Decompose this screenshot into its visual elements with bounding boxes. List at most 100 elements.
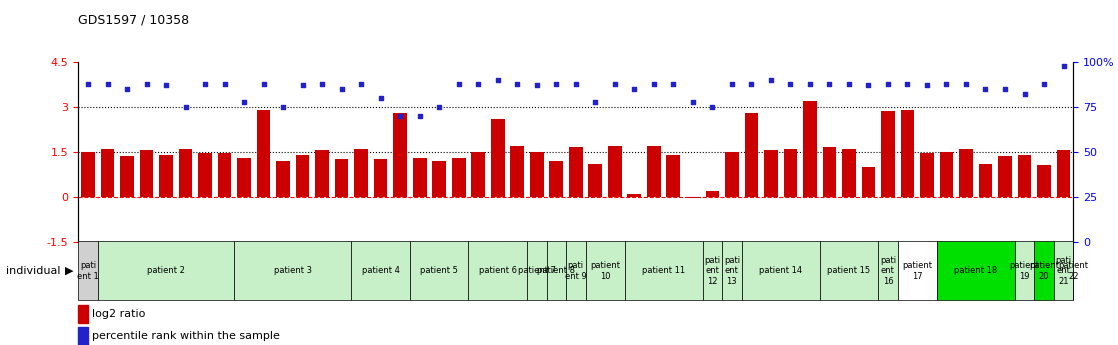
Point (938, 81, 956, 86)
Text: patient
20: patient 20 (1029, 261, 1059, 280)
Bar (218, 153, 231, 197)
Text: pati
ent 9: pati ent 9 (565, 261, 587, 280)
Bar (608, 146, 622, 197)
Text: pati
ent
12: pati ent 12 (704, 256, 720, 286)
Point (79, 81, 97, 86)
FancyBboxPatch shape (351, 241, 410, 300)
Point (410, 113, 428, 119)
Bar (101, 149, 114, 197)
Bar (78, 305, 88, 323)
Bar (724, 152, 739, 197)
Bar (140, 150, 153, 197)
Bar (491, 119, 504, 197)
FancyBboxPatch shape (937, 241, 1015, 300)
Bar (764, 150, 778, 197)
Bar (452, 158, 465, 197)
Bar (334, 159, 349, 197)
Point (313, 81, 331, 86)
Bar (647, 146, 661, 197)
Bar (705, 191, 719, 197)
Text: patient 2: patient 2 (148, 266, 184, 275)
Bar (784, 149, 797, 197)
Point (762, 77, 780, 83)
Text: pati
ent 1: pati ent 1 (77, 261, 98, 280)
Bar (82, 152, 95, 197)
Text: log2 ratio: log2 ratio (93, 309, 145, 318)
Point (216, 81, 234, 86)
Text: patient 18: patient 18 (954, 266, 997, 275)
Point (723, 81, 741, 86)
FancyBboxPatch shape (722, 241, 741, 300)
FancyBboxPatch shape (410, 241, 468, 300)
FancyBboxPatch shape (566, 241, 586, 300)
Bar (1038, 165, 1051, 197)
Point (586, 99, 604, 104)
Text: patient 3: patient 3 (274, 266, 312, 275)
Point (606, 81, 624, 86)
Text: ▶: ▶ (65, 266, 74, 276)
Point (138, 81, 155, 86)
FancyBboxPatch shape (1054, 241, 1073, 300)
Bar (413, 158, 426, 197)
Bar (920, 153, 934, 197)
Bar (569, 147, 582, 197)
Bar (433, 161, 446, 197)
Point (957, 81, 975, 86)
Bar (394, 113, 407, 197)
Bar (862, 167, 875, 197)
Text: patient 5: patient 5 (420, 266, 458, 275)
Point (98, 81, 116, 86)
Point (918, 83, 936, 88)
FancyBboxPatch shape (1015, 241, 1034, 300)
Point (976, 86, 994, 92)
Text: patient
19: patient 19 (1010, 261, 1040, 280)
Bar (549, 161, 563, 197)
FancyBboxPatch shape (819, 241, 878, 300)
Point (684, 99, 702, 104)
Point (255, 81, 273, 86)
Point (470, 81, 487, 86)
Point (430, 104, 448, 110)
Point (158, 83, 176, 88)
Bar (472, 152, 485, 197)
Point (489, 77, 506, 83)
Bar (511, 146, 524, 197)
Text: pati
ent
16: pati ent 16 (880, 256, 896, 286)
Bar (296, 155, 310, 197)
Text: individual: individual (6, 266, 60, 276)
Bar (257, 110, 271, 197)
Point (449, 81, 467, 86)
Point (235, 99, 253, 104)
Point (567, 81, 585, 86)
Bar (159, 155, 173, 197)
Point (548, 81, 566, 86)
Point (119, 86, 136, 92)
Text: patient 6: patient 6 (479, 266, 517, 275)
Point (860, 83, 878, 88)
Text: patient 8: patient 8 (538, 266, 576, 275)
Point (821, 81, 838, 86)
Point (274, 104, 292, 110)
Bar (842, 149, 855, 197)
Point (996, 86, 1014, 92)
FancyBboxPatch shape (468, 241, 527, 300)
Point (703, 104, 721, 110)
Bar (315, 150, 329, 197)
Point (1054, 63, 1072, 68)
Bar (588, 164, 603, 197)
FancyBboxPatch shape (586, 241, 625, 300)
FancyBboxPatch shape (898, 241, 937, 300)
FancyBboxPatch shape (625, 241, 702, 300)
Text: percentile rank within the sample: percentile rank within the sample (93, 331, 281, 341)
Text: pati
ent
21: pati ent 21 (1055, 256, 1071, 286)
Point (664, 81, 682, 86)
Bar (959, 149, 973, 197)
FancyBboxPatch shape (702, 241, 722, 300)
Text: patient
22: patient 22 (1059, 261, 1088, 280)
Bar (881, 111, 894, 197)
Bar (237, 158, 250, 197)
Bar (373, 159, 388, 197)
Point (645, 81, 663, 86)
Bar (803, 101, 817, 197)
Bar (198, 153, 212, 197)
